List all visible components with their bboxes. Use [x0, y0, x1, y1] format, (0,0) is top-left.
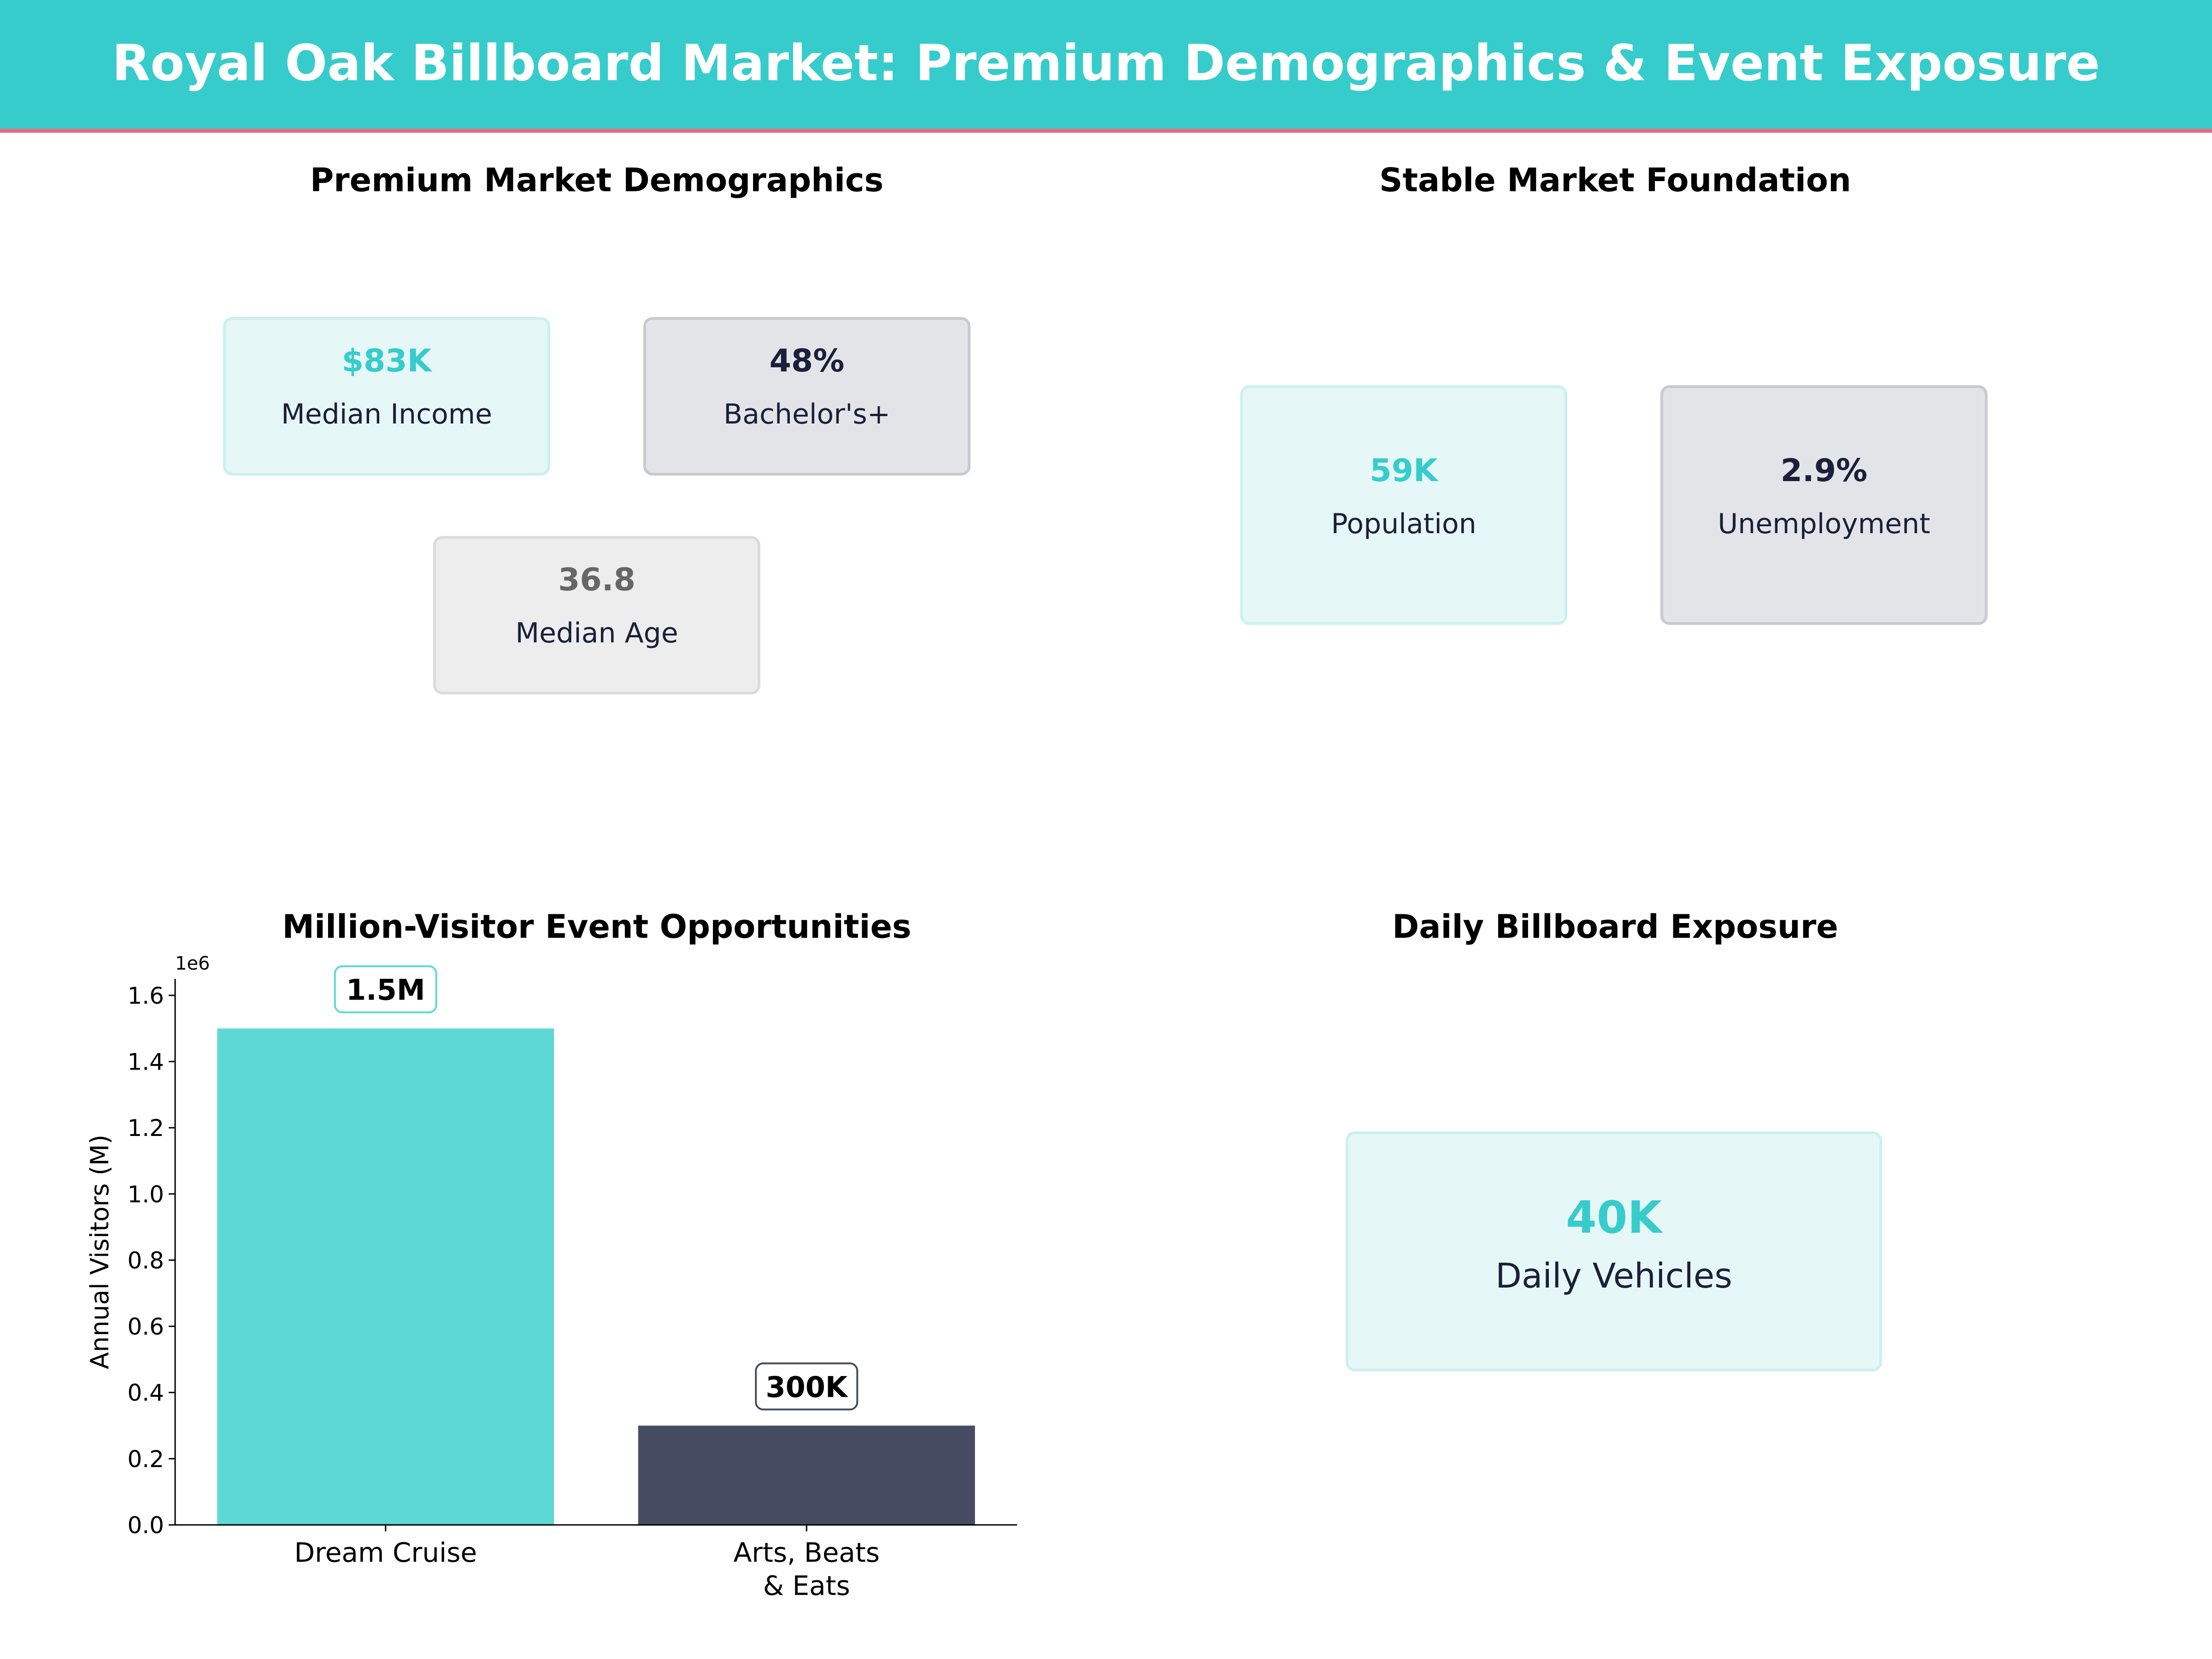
unemployment-card: 2.9% Unemployment	[1660, 385, 1988, 625]
card-value: 40K	[1566, 1192, 1662, 1243]
card-value: 59K	[1370, 453, 1438, 489]
data-label-box	[755, 1362, 859, 1411]
x-tick-label: Arts, Beats	[734, 1537, 880, 1568]
card-value: 48%	[769, 343, 845, 379]
y-tick-label: 1.2	[127, 1115, 164, 1141]
y-tick-label: 1.4	[127, 1049, 164, 1076]
chart-title: Million-Visitor Event Opportunities	[282, 908, 912, 946]
bachelors-card: 48% Bachelor's+	[643, 317, 971, 476]
y-tick-label: 0.0	[127, 1512, 164, 1539]
y-offset-label: 1e6	[175, 953, 210, 974]
median-income-card: $83K Median Income	[223, 317, 550, 476]
y-tick-label: 1.0	[127, 1181, 164, 1208]
y-axis-label: Annual Visitors (M)	[85, 1135, 114, 1369]
card-label: Daily Vehicles	[1495, 1256, 1732, 1296]
card-value: 2.9%	[1780, 453, 1868, 489]
population-card: 59K Population	[1240, 385, 1567, 625]
card-label: Unemployment	[1718, 508, 1930, 540]
y-tick-label: 1.6	[127, 982, 164, 1009]
daily-vehicles-card: 40K Daily Vehicles	[1346, 1131, 1882, 1371]
card-label: Median Age	[515, 617, 678, 649]
x-tick-label: Dream Cruise	[294, 1537, 477, 1568]
card-value: $83K	[341, 343, 432, 379]
data-label: 1.5M	[346, 973, 425, 1007]
y-tick-label: 0.8	[127, 1247, 164, 1274]
median-age-card: 36.8 Median Age	[433, 536, 760, 694]
foundation-title: Stable Market Foundation	[1379, 161, 1851, 199]
page-title: Royal Oak Billboard Market: Premium Demo…	[112, 35, 2100, 92]
demographics-title: Premium Market Demographics	[310, 161, 884, 199]
card-label: Population	[1331, 508, 1477, 540]
y-tick-label: 0.6	[127, 1313, 164, 1340]
exposure-title: Daily Billboard Exposure	[1392, 908, 1838, 946]
data-label-box	[334, 965, 437, 1013]
bar-1	[638, 1425, 975, 1525]
card-label: Bachelor's+	[724, 398, 890, 430]
bar-0	[217, 1028, 554, 1525]
data-label: 300K	[766, 1371, 848, 1404]
header-bar	[0, 0, 2212, 133]
card-value: 36.8	[558, 562, 635, 598]
card-label: Median Income	[281, 398, 493, 430]
y-tick-label: 0.2	[127, 1446, 164, 1472]
x-tick-label: & Eats	[763, 1570, 850, 1601]
y-tick-label: 0.4	[127, 1380, 164, 1406]
